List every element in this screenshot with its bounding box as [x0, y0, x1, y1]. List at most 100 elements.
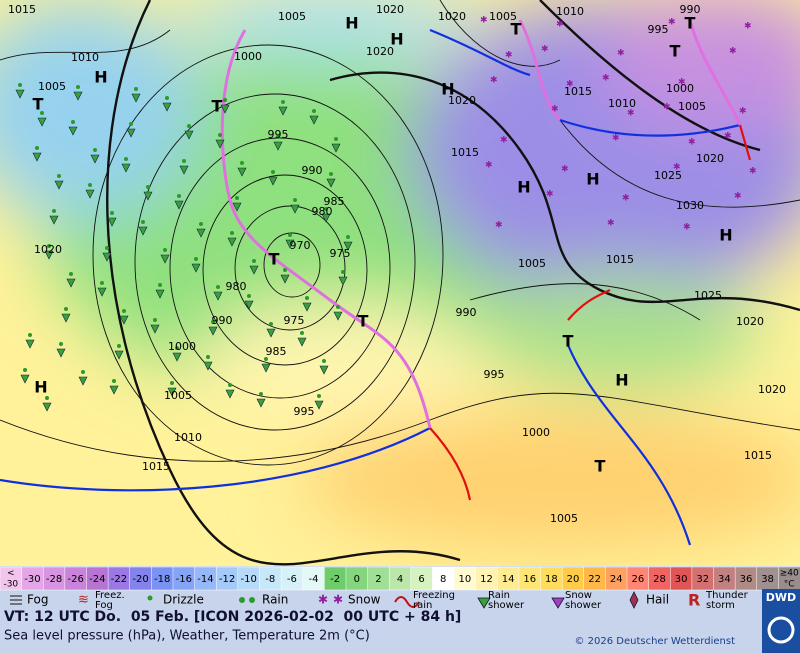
isobar-label: 985 — [266, 345, 287, 358]
rain-dot — [100, 281, 104, 285]
scale-label: -30 — [3, 580, 18, 590]
rain-shower-symbol — [232, 202, 242, 212]
rain-shower-symbol — [85, 189, 95, 199]
rain-dot — [218, 133, 222, 137]
rain-dot — [141, 220, 145, 224]
rain-dot — [64, 307, 68, 311]
rain-dot — [35, 146, 39, 150]
rain-dot — [182, 159, 186, 163]
rain-shower-symbol — [244, 300, 254, 310]
rain-dot — [300, 331, 304, 335]
rain-shower-symbol — [73, 91, 83, 101]
rain-shower-symbol — [297, 337, 307, 347]
rain-dot — [40, 111, 44, 115]
rain-dot — [199, 222, 203, 226]
rain-dot — [211, 320, 215, 324]
isobar-label: 975 — [330, 247, 351, 260]
scale-label: -4 — [309, 574, 319, 585]
rain-shower-symbol — [309, 115, 319, 125]
rain-shower-symbol — [213, 291, 223, 301]
rain-shower-symbol — [172, 352, 182, 362]
rain-shower-symbol — [179, 165, 189, 175]
rain-dot — [177, 194, 181, 198]
rain-shower-symbol — [174, 200, 184, 210]
scale-label: 38 — [761, 574, 774, 585]
snow-symbol: ✱ — [668, 18, 676, 28]
rain-shower-symbol — [42, 402, 52, 412]
scale-label: -30 — [24, 574, 40, 585]
rain-dot — [124, 157, 128, 161]
legend-label: Hail — [646, 593, 669, 607]
rain-shower-symbol — [338, 276, 348, 286]
snow-symbol: ✱ — [749, 167, 757, 177]
scale-label: -10 — [240, 574, 256, 585]
rain-shower-symbol — [61, 313, 71, 323]
rain-dot — [23, 368, 27, 372]
snow-symbol: ✱ — [627, 109, 635, 119]
pressure-center: H — [390, 30, 403, 49]
pressure-center: T — [212, 97, 223, 116]
rain-shower-symbol — [107, 217, 117, 227]
isobar-label: 1010 — [174, 431, 202, 444]
isobar-label: 1015 — [744, 449, 772, 462]
scale-label: -12 — [219, 574, 235, 585]
rain-shower-symbol — [15, 89, 25, 99]
snow-symbol: ✱ — [495, 221, 503, 231]
rain-dot — [322, 359, 326, 363]
legend-label: Rain — [488, 590, 510, 601]
rain-shower-symbol — [155, 289, 165, 299]
scale-label: 26 — [631, 574, 644, 585]
pressure-center: T — [670, 42, 681, 61]
legend-label: Freez. — [95, 590, 125, 601]
snow-symbol: ✱ — [729, 47, 737, 57]
isobar-label: 1020 — [376, 3, 404, 16]
rain-shower-symbol — [90, 154, 100, 164]
rain-dot — [312, 109, 316, 113]
isobar-label: 980 — [312, 205, 333, 218]
rain-shower-symbol — [109, 385, 119, 395]
legend-label: shower — [565, 600, 602, 611]
rain-shower-symbol — [32, 152, 42, 162]
fronts — [0, 19, 752, 546]
rain-dot — [264, 357, 268, 361]
rain-shower-symbol — [160, 254, 170, 264]
rain-shower-symbol — [215, 139, 225, 149]
copyright: © 2026 Deutscher Wetterdienst — [574, 636, 735, 647]
pressure-center: H — [586, 170, 599, 189]
rain-shower-symbol — [266, 328, 276, 338]
svg-text:R: R — [688, 591, 700, 610]
isobars — [0, 0, 800, 566]
legend-label: Thunder — [705, 590, 749, 601]
scale-label: °C — [784, 580, 795, 590]
rain-dot — [269, 322, 273, 326]
rain-dot — [110, 211, 114, 215]
isobar-label: 990 — [456, 306, 477, 319]
isobar-label: 1005 — [164, 389, 192, 402]
pressure-center: T — [563, 332, 574, 351]
isobar-label: 1015 — [8, 3, 36, 16]
pressure-center: H — [441, 80, 454, 99]
rain-dot — [283, 268, 287, 272]
legend-label: Snow — [348, 593, 381, 607]
rain-dot — [52, 209, 56, 213]
snow-symbol: ✱ — [744, 22, 752, 32]
rain-dot — [57, 174, 61, 178]
rain-dot — [293, 198, 297, 202]
scale-label: 20 — [567, 574, 580, 585]
rain-shower-symbol — [138, 226, 148, 236]
scale-label: 34 — [718, 574, 731, 585]
isobar-label: 1000 — [234, 50, 262, 63]
snow-symbol: ✱ — [617, 49, 625, 59]
isobar-label: 1000 — [666, 82, 694, 95]
isobar-label: 1020 — [736, 315, 764, 328]
rain-shower-symbol — [268, 176, 278, 186]
snow-symbol: ✱ — [622, 194, 630, 204]
snow-symbol: ✱ — [734, 192, 742, 202]
rain-shower-symbol — [167, 387, 177, 397]
isobar-label: 995 — [268, 128, 289, 141]
rain-shower-symbol — [249, 265, 259, 275]
legend-label: storm — [706, 600, 735, 611]
rain-dot — [341, 270, 345, 274]
rain-shower-symbol — [102, 252, 112, 262]
